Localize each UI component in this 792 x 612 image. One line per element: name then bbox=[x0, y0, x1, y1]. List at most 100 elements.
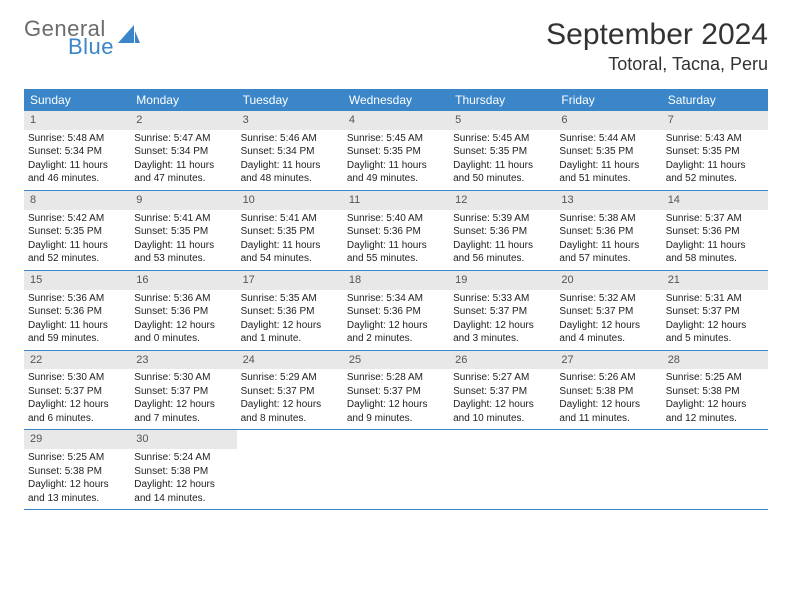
day-cell: 16Sunrise: 5:36 AMSunset: 5:36 PMDayligh… bbox=[130, 271, 236, 350]
day-sunset: Sunset: 5:36 PM bbox=[347, 225, 445, 239]
day-daylight: Daylight: 11 hours and 52 minutes. bbox=[28, 239, 126, 266]
day-daylight: Daylight: 12 hours and 7 minutes. bbox=[134, 398, 232, 425]
day-number: 20 bbox=[555, 271, 661, 290]
day-cell: 23Sunrise: 5:30 AMSunset: 5:37 PMDayligh… bbox=[130, 351, 236, 430]
day-cell bbox=[343, 430, 449, 509]
day-body: Sunrise: 5:48 AMSunset: 5:34 PMDaylight:… bbox=[24, 130, 130, 190]
day-body: Sunrise: 5:38 AMSunset: 5:36 PMDaylight:… bbox=[555, 210, 661, 270]
dow-tuesday: Tuesday bbox=[237, 89, 343, 111]
day-daylight: Daylight: 12 hours and 10 minutes. bbox=[453, 398, 551, 425]
day-number: 3 bbox=[237, 111, 343, 130]
day-body: Sunrise: 5:29 AMSunset: 5:37 PMDaylight:… bbox=[237, 369, 343, 429]
day-sunset: Sunset: 5:35 PM bbox=[453, 145, 551, 159]
day-cell: 15Sunrise: 5:36 AMSunset: 5:36 PMDayligh… bbox=[24, 271, 130, 350]
day-number: 18 bbox=[343, 271, 449, 290]
day-number: 24 bbox=[237, 351, 343, 370]
day-sunrise: Sunrise: 5:25 AM bbox=[666, 371, 764, 385]
day-body: Sunrise: 5:24 AMSunset: 5:38 PMDaylight:… bbox=[130, 449, 236, 509]
day-daylight: Daylight: 11 hours and 58 minutes. bbox=[666, 239, 764, 266]
day-number: 11 bbox=[343, 191, 449, 210]
day-sunset: Sunset: 5:38 PM bbox=[559, 385, 657, 399]
day-cell: 1Sunrise: 5:48 AMSunset: 5:34 PMDaylight… bbox=[24, 111, 130, 190]
day-sunset: Sunset: 5:37 PM bbox=[134, 385, 232, 399]
day-sunrise: Sunrise: 5:29 AM bbox=[241, 371, 339, 385]
day-daylight: Daylight: 12 hours and 8 minutes. bbox=[241, 398, 339, 425]
dow-thursday: Thursday bbox=[449, 89, 555, 111]
day-body: Sunrise: 5:34 AMSunset: 5:36 PMDaylight:… bbox=[343, 290, 449, 350]
day-sunset: Sunset: 5:36 PM bbox=[666, 225, 764, 239]
day-sunset: Sunset: 5:34 PM bbox=[241, 145, 339, 159]
day-sunrise: Sunrise: 5:25 AM bbox=[28, 451, 126, 465]
logo: General Blue bbox=[24, 18, 140, 58]
day-cell: 19Sunrise: 5:33 AMSunset: 5:37 PMDayligh… bbox=[449, 271, 555, 350]
day-daylight: Daylight: 11 hours and 56 minutes. bbox=[453, 239, 551, 266]
day-daylight: Daylight: 12 hours and 9 minutes. bbox=[347, 398, 445, 425]
day-number: 29 bbox=[24, 430, 130, 449]
day-cell: 29Sunrise: 5:25 AMSunset: 5:38 PMDayligh… bbox=[24, 430, 130, 509]
day-sunset: Sunset: 5:36 PM bbox=[559, 225, 657, 239]
day-sunrise: Sunrise: 5:34 AM bbox=[347, 292, 445, 306]
day-sunset: Sunset: 5:37 PM bbox=[453, 305, 551, 319]
day-cell: 4Sunrise: 5:45 AMSunset: 5:35 PMDaylight… bbox=[343, 111, 449, 190]
day-number: 10 bbox=[237, 191, 343, 210]
day-sunrise: Sunrise: 5:30 AM bbox=[28, 371, 126, 385]
day-sunset: Sunset: 5:37 PM bbox=[559, 305, 657, 319]
day-daylight: Daylight: 11 hours and 50 minutes. bbox=[453, 159, 551, 186]
day-cell: 13Sunrise: 5:38 AMSunset: 5:36 PMDayligh… bbox=[555, 191, 661, 270]
day-daylight: Daylight: 11 hours and 46 minutes. bbox=[28, 159, 126, 186]
calendar-grid: Sunday Monday Tuesday Wednesday Thursday… bbox=[24, 89, 768, 510]
day-cell bbox=[662, 430, 768, 509]
day-body: Sunrise: 5:43 AMSunset: 5:35 PMDaylight:… bbox=[662, 130, 768, 190]
day-sunrise: Sunrise: 5:27 AM bbox=[453, 371, 551, 385]
day-sunset: Sunset: 5:38 PM bbox=[666, 385, 764, 399]
day-sunrise: Sunrise: 5:30 AM bbox=[134, 371, 232, 385]
day-number: 25 bbox=[343, 351, 449, 370]
day-cell: 9Sunrise: 5:41 AMSunset: 5:35 PMDaylight… bbox=[130, 191, 236, 270]
day-body: Sunrise: 5:27 AMSunset: 5:37 PMDaylight:… bbox=[449, 369, 555, 429]
day-cell: 8Sunrise: 5:42 AMSunset: 5:35 PMDaylight… bbox=[24, 191, 130, 270]
logo-sail-icon bbox=[118, 25, 140, 50]
day-cell: 7Sunrise: 5:43 AMSunset: 5:35 PMDaylight… bbox=[662, 111, 768, 190]
day-cell: 18Sunrise: 5:34 AMSunset: 5:36 PMDayligh… bbox=[343, 271, 449, 350]
day-body: Sunrise: 5:45 AMSunset: 5:35 PMDaylight:… bbox=[449, 130, 555, 190]
calendar-page: General Blue September 2024 Totoral, Tac… bbox=[0, 0, 792, 528]
logo-word-2: Blue bbox=[68, 36, 114, 58]
day-sunset: Sunset: 5:35 PM bbox=[134, 225, 232, 239]
day-body: Sunrise: 5:44 AMSunset: 5:35 PMDaylight:… bbox=[555, 130, 661, 190]
day-daylight: Daylight: 11 hours and 59 minutes. bbox=[28, 319, 126, 346]
day-cell: 2Sunrise: 5:47 AMSunset: 5:34 PMDaylight… bbox=[130, 111, 236, 190]
day-cell: 17Sunrise: 5:35 AMSunset: 5:36 PMDayligh… bbox=[237, 271, 343, 350]
day-daylight: Daylight: 12 hours and 2 minutes. bbox=[347, 319, 445, 346]
dow-monday: Monday bbox=[130, 89, 236, 111]
day-number: 15 bbox=[24, 271, 130, 290]
day-sunrise: Sunrise: 5:45 AM bbox=[453, 132, 551, 146]
day-daylight: Daylight: 12 hours and 12 minutes. bbox=[666, 398, 764, 425]
day-body: Sunrise: 5:37 AMSunset: 5:36 PMDaylight:… bbox=[662, 210, 768, 270]
day-sunrise: Sunrise: 5:44 AM bbox=[559, 132, 657, 146]
day-sunrise: Sunrise: 5:41 AM bbox=[134, 212, 232, 226]
day-number: 23 bbox=[130, 351, 236, 370]
day-sunrise: Sunrise: 5:32 AM bbox=[559, 292, 657, 306]
week-row: 29Sunrise: 5:25 AMSunset: 5:38 PMDayligh… bbox=[24, 430, 768, 510]
day-sunset: Sunset: 5:38 PM bbox=[28, 465, 126, 479]
day-sunset: Sunset: 5:36 PM bbox=[28, 305, 126, 319]
day-number: 5 bbox=[449, 111, 555, 130]
day-sunrise: Sunrise: 5:28 AM bbox=[347, 371, 445, 385]
day-number: 19 bbox=[449, 271, 555, 290]
day-number: 7 bbox=[662, 111, 768, 130]
day-body: Sunrise: 5:36 AMSunset: 5:36 PMDaylight:… bbox=[24, 290, 130, 350]
day-daylight: Daylight: 12 hours and 6 minutes. bbox=[28, 398, 126, 425]
day-number: 9 bbox=[130, 191, 236, 210]
day-body: Sunrise: 5:30 AMSunset: 5:37 PMDaylight:… bbox=[24, 369, 130, 429]
day-number: 1 bbox=[24, 111, 130, 130]
day-daylight: Daylight: 11 hours and 55 minutes. bbox=[347, 239, 445, 266]
day-body: Sunrise: 5:46 AMSunset: 5:34 PMDaylight:… bbox=[237, 130, 343, 190]
day-number: 30 bbox=[130, 430, 236, 449]
day-number: 14 bbox=[662, 191, 768, 210]
day-number: 17 bbox=[237, 271, 343, 290]
day-daylight: Daylight: 11 hours and 51 minutes. bbox=[559, 159, 657, 186]
day-sunset: Sunset: 5:34 PM bbox=[28, 145, 126, 159]
day-cell: 25Sunrise: 5:28 AMSunset: 5:37 PMDayligh… bbox=[343, 351, 449, 430]
day-daylight: Daylight: 11 hours and 47 minutes. bbox=[134, 159, 232, 186]
day-body: Sunrise: 5:40 AMSunset: 5:36 PMDaylight:… bbox=[343, 210, 449, 270]
